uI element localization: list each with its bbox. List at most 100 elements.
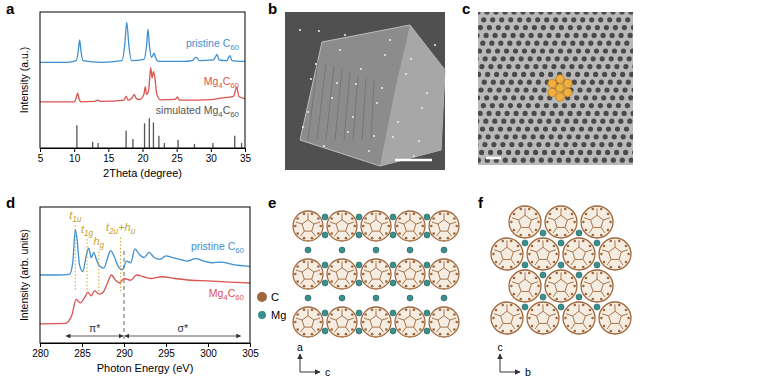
mg-atom bbox=[390, 328, 396, 334]
carbon-atom bbox=[571, 277, 574, 280]
fullerene-bond bbox=[382, 270, 388, 272]
lattice-dot bbox=[504, 134, 509, 139]
lattice-dot bbox=[532, 87, 537, 92]
mg-atom bbox=[576, 272, 582, 278]
lattice-dot bbox=[596, 150, 601, 155]
lattice-dot bbox=[551, 64, 556, 69]
fullerene-bond bbox=[547, 323, 551, 329]
fullerene-shell bbox=[491, 302, 523, 334]
legend-swatch bbox=[258, 311, 266, 319]
lattice-dot bbox=[590, 142, 595, 147]
carbon-atom bbox=[510, 221, 513, 224]
lattice-dot bbox=[523, 25, 528, 30]
fullerene-bond bbox=[346, 327, 350, 332]
lattice-dot bbox=[502, 33, 507, 38]
mg-atom bbox=[322, 262, 328, 268]
fullerene bbox=[545, 270, 577, 302]
fullerene-shell bbox=[527, 302, 559, 334]
mg-atom bbox=[424, 262, 430, 268]
lattice-dot bbox=[533, 150, 538, 155]
lattice-dot bbox=[614, 150, 619, 155]
mg-atom bbox=[373, 295, 379, 301]
carbon-atom bbox=[311, 333, 314, 336]
fullerene-bond bbox=[548, 218, 555, 220]
fullerene-shell bbox=[361, 307, 391, 337]
lattice-dot bbox=[591, 56, 596, 61]
fullerene-bond bbox=[414, 327, 418, 332]
lattice-dot bbox=[498, 41, 503, 46]
carbon-atom bbox=[432, 265, 435, 268]
panel-label: b bbox=[268, 0, 277, 17]
structure-e bbox=[293, 211, 459, 337]
fullerene-bond bbox=[403, 327, 407, 332]
carbon-atom bbox=[419, 328, 422, 331]
lattice-dot bbox=[483, 119, 488, 124]
lattice-dot bbox=[570, 41, 575, 46]
carbon-atom bbox=[398, 232, 401, 235]
carbon-atom bbox=[328, 273, 331, 276]
axis-letter: c bbox=[497, 341, 502, 353]
carbon-atom bbox=[582, 285, 585, 288]
carbon-atom bbox=[385, 328, 388, 331]
carbon-atom bbox=[537, 330, 540, 333]
figure: abcdef51015202530352Theta (degree)Intens… bbox=[0, 0, 770, 380]
mg-atom bbox=[356, 310, 362, 316]
carbon-atom bbox=[510, 266, 513, 269]
lattice-dot bbox=[600, 119, 605, 124]
carbon-atom bbox=[419, 232, 422, 235]
lattice-dot bbox=[549, 134, 554, 139]
cluster-atom bbox=[556, 84, 564, 92]
mg-atom bbox=[424, 310, 430, 316]
lattice-dot bbox=[493, 12, 498, 15]
carbon-atom bbox=[519, 234, 522, 237]
fullerene-bond bbox=[308, 213, 309, 219]
lattice-dot bbox=[558, 134, 563, 139]
crystal-striation bbox=[362, 78, 366, 140]
fullerene-bond bbox=[380, 327, 384, 332]
annotation-guide bbox=[120, 237, 121, 291]
subscript: 60 bbox=[230, 110, 239, 119]
lattice-dot bbox=[537, 56, 542, 61]
lattice-dot bbox=[535, 17, 540, 22]
cluster-atom bbox=[564, 79, 572, 87]
fullerene-shell bbox=[395, 259, 425, 289]
lattice-dot bbox=[495, 48, 500, 53]
crystal-striation bbox=[326, 66, 334, 140]
legend-item: C bbox=[257, 291, 279, 303]
fullerene bbox=[395, 259, 425, 289]
carbon-atom bbox=[296, 232, 299, 235]
carbon-atom bbox=[371, 309, 374, 312]
fullerene-bond bbox=[548, 282, 555, 284]
speck bbox=[347, 131, 349, 133]
fullerene-bond bbox=[603, 218, 610, 220]
lattice-dot bbox=[606, 41, 611, 46]
x-tick: 5 bbox=[38, 148, 44, 164]
carbon-atom bbox=[328, 225, 331, 228]
lattice-dot bbox=[604, 25, 609, 30]
lattice-dot bbox=[577, 111, 582, 116]
lattice-dot bbox=[486, 134, 491, 139]
fullerene-bond bbox=[511, 323, 515, 329]
lattice-dot bbox=[531, 48, 536, 53]
carbon-atom bbox=[387, 321, 390, 324]
lattice-dot bbox=[599, 142, 604, 147]
carbon-atom bbox=[455, 225, 458, 228]
lattice-dot bbox=[600, 56, 605, 61]
fullerene bbox=[491, 238, 523, 270]
fullerene-shell bbox=[327, 211, 357, 241]
fullerene-bond bbox=[566, 250, 573, 252]
carbon-atom bbox=[328, 321, 331, 324]
carbon-atom bbox=[447, 309, 450, 312]
lattice-dot bbox=[593, 72, 598, 77]
fullerene-bond bbox=[410, 309, 411, 315]
lattice-dot bbox=[555, 119, 560, 124]
lattice-dot bbox=[575, 72, 580, 77]
lattice-dot bbox=[589, 103, 594, 108]
carbon-atom bbox=[351, 280, 354, 283]
carbon-atom bbox=[330, 265, 333, 268]
lattice-dot bbox=[510, 33, 515, 38]
lattice-dot bbox=[581, 142, 586, 147]
fullerene-bond bbox=[444, 261, 445, 267]
lattice-dot bbox=[578, 64, 583, 69]
fullerene-bond bbox=[416, 270, 422, 272]
